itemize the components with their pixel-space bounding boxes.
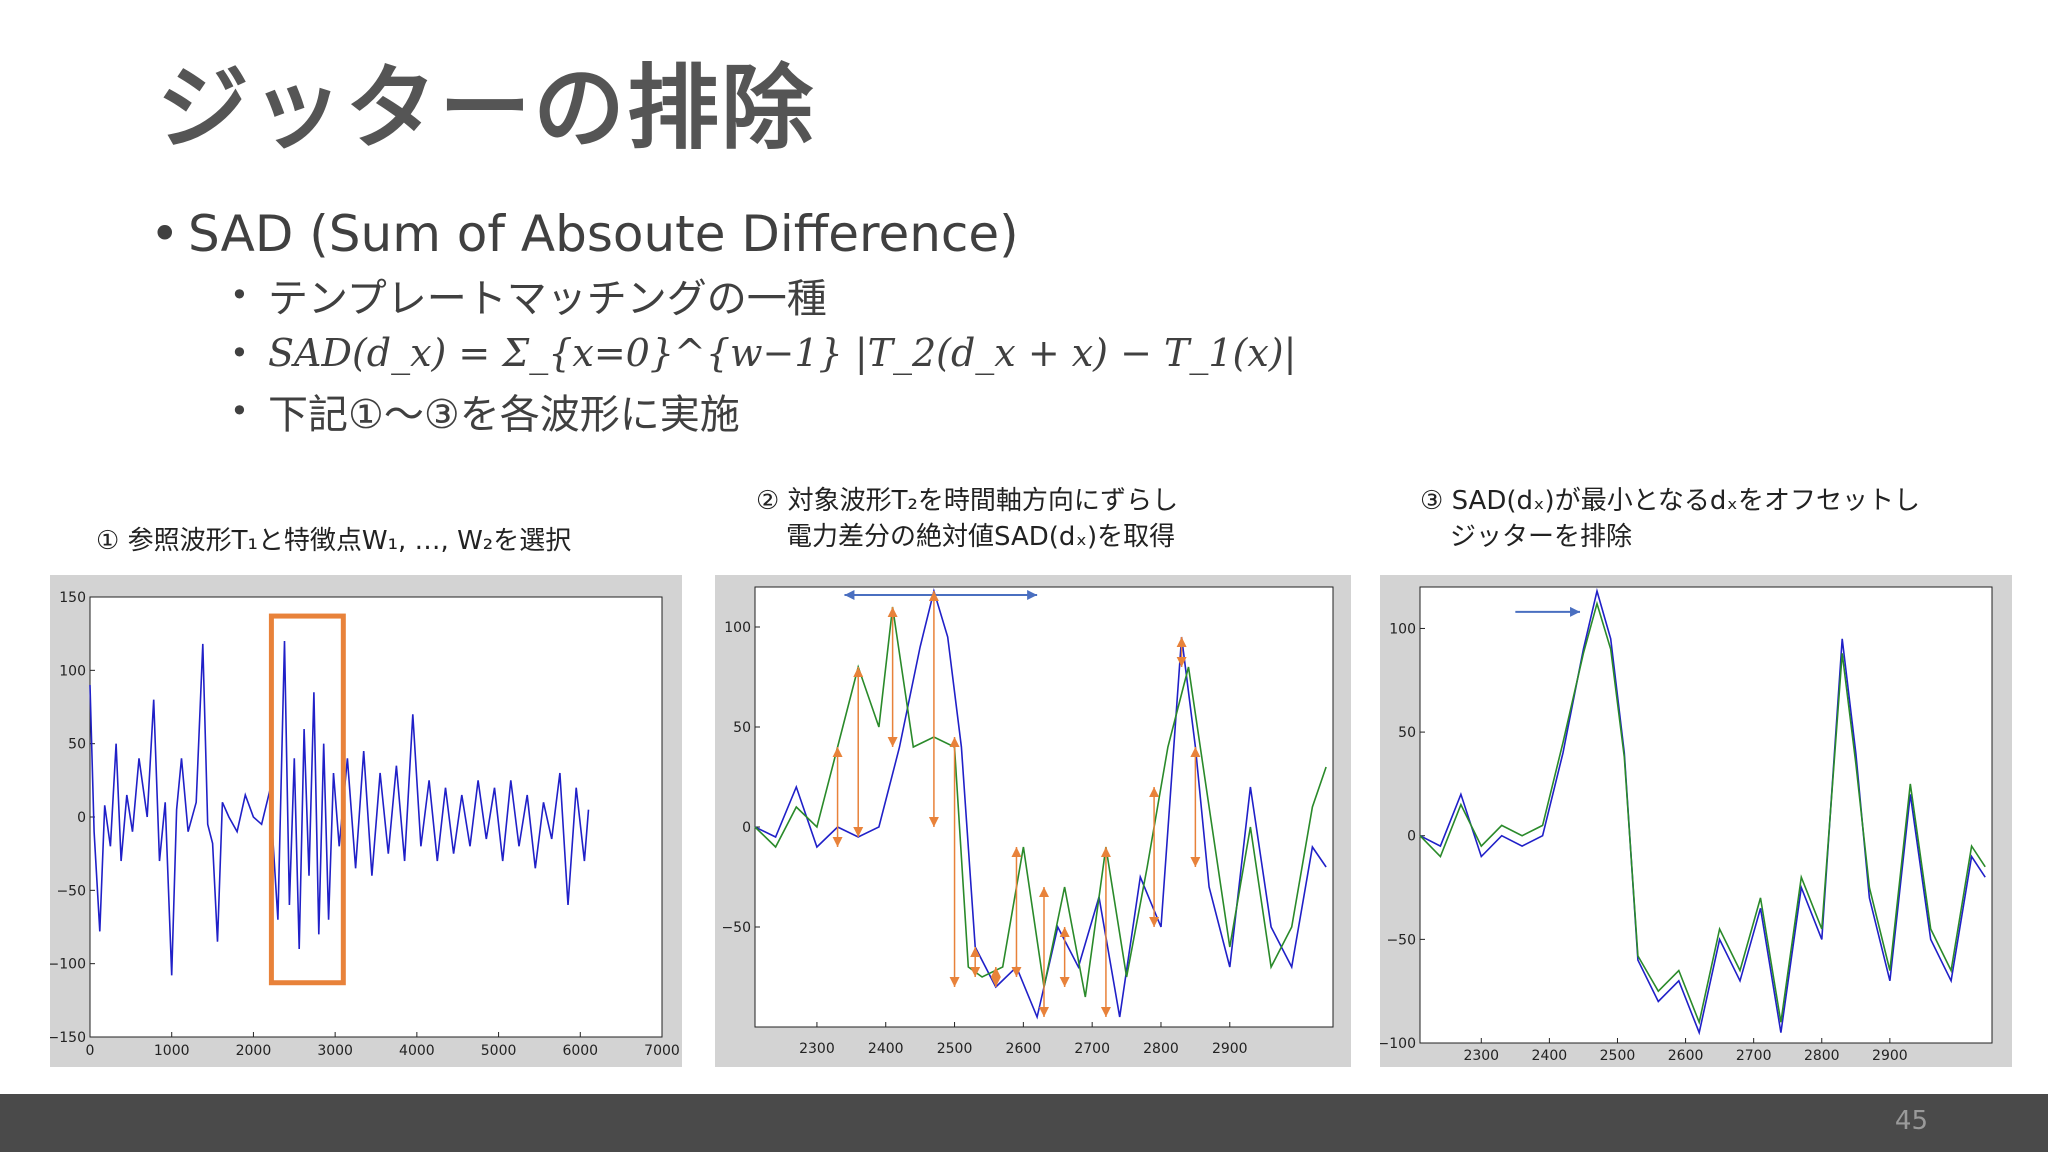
diff-arrowhead <box>832 837 843 847</box>
diff-arrowhead <box>1011 967 1022 977</box>
diff-arrowhead <box>928 817 939 827</box>
diff-arrowhead <box>853 667 864 677</box>
bullet-main-text: SAD (Sum of Absoute Difference) <box>188 205 1019 263</box>
diff-arrowhead <box>970 947 981 957</box>
sub-bullet-steps: • 下記①〜③を各波形に実施 <box>230 382 1296 440</box>
caption-step2-line2: 電力差分の絶対値SAD(dₓ)を取得 <box>786 522 1176 552</box>
y-tick-label: 50 <box>1398 725 1416 741</box>
offset-arrowhead <box>1570 606 1581 617</box>
x-tick-label: 2700 <box>1736 1048 1772 1064</box>
diff-arrowhead <box>1176 657 1187 667</box>
y-tick-label: 50 <box>733 720 751 736</box>
shift-arrowhead-right <box>1027 590 1038 600</box>
chart-panel-2: 2300 2400 2500 2600 2700 2800 2900 100 50 0 −50 <box>715 575 1351 1067</box>
x-tick-label: 3000 <box>317 1043 353 1059</box>
chart-reference-waveform: 0 1000 2000 3000 4000 5000 6000 7000 150 100 50 0 −5… <box>50 590 680 1059</box>
x-tick-label: 2800 <box>1804 1048 1840 1064</box>
x-tick-label: 2400 <box>1532 1048 1568 1064</box>
sub-bullet-formula: • SAD(d_x) = Σ_{x=0}^{w−1} |T_2(d_x + x)… <box>230 331 1297 375</box>
sad-formula: SAD(d_x) = Σ_{x=0}^{w−1} |T_2(d_x + x) −… <box>268 331 1297 375</box>
x-tick-label: 5000 <box>481 1043 517 1059</box>
caption-step3-line1: ③ SAD(dₓ)が最小となるdₓをオフセットし <box>1420 486 1920 516</box>
x-tick-label: 2300 <box>1463 1048 1499 1064</box>
series-line-0 <box>89 640 590 976</box>
y-tick-label: −50 <box>56 883 86 899</box>
diff-arrowhead <box>1149 787 1160 797</box>
diff-arrowhead <box>1059 977 1070 987</box>
diff-arrowhead <box>1039 1007 1049 1017</box>
diff-arrowhead <box>1100 1007 1111 1017</box>
y-tick-label: −50 <box>1386 932 1416 948</box>
caption-step3-line2: ジッターを排除 <box>1450 522 1633 552</box>
y-tick-label: −100 <box>50 957 86 973</box>
shift-arrowhead-left <box>844 590 855 600</box>
diff-arrowhead <box>853 827 864 837</box>
x-tick-label: 2500 <box>1600 1048 1636 1064</box>
diff-arrowhead <box>887 737 898 747</box>
diff-arrowhead <box>928 591 939 601</box>
x-tick-label: 7000 <box>644 1043 680 1059</box>
diff-arrowhead <box>832 747 843 757</box>
x-tick-label: 2900 <box>1212 1041 1248 1057</box>
x-tick-label: 0 <box>86 1043 95 1059</box>
chart-shifted-waveform: 2300 2400 2500 2600 2700 2800 2900 100 50 0 −50 <box>721 586 1334 1057</box>
x-tick-label: 2700 <box>1074 1041 1110 1057</box>
diff-arrowhead <box>990 967 1001 977</box>
x-tick-label: 6000 <box>562 1043 598 1059</box>
y-tick-label: 100 <box>59 663 86 679</box>
series-line-1 <box>1419 600 1986 1026</box>
diff-arrowhead <box>1176 637 1187 647</box>
sub-bullet-template: • テンプレートマッチングの一種 <box>230 266 1296 324</box>
sub-bullet-text: 下記①〜③を各波形に実施 <box>268 392 740 438</box>
footer-bar: 45 <box>0 1094 2048 1152</box>
sub-bullet-text: テンプレートマッチングの一種 <box>268 276 827 322</box>
diff-arrowhead <box>1011 847 1022 857</box>
x-tick-label: 2000 <box>236 1043 272 1059</box>
bullet-main: • SAD (Sum of Absoute Difference) <box>150 205 1019 263</box>
bullet-list: • SAD (Sum of Absoute Difference) • テンプレ… <box>150 202 1296 440</box>
y-tick-label: 100 <box>1389 621 1416 637</box>
y-tick-label: 0 <box>1407 829 1416 845</box>
diff-arrowhead <box>1059 927 1070 937</box>
chart-panel-1: 0 1000 2000 3000 4000 5000 6000 7000 150 100 50 0 −5… <box>50 575 682 1067</box>
diff-arrowhead <box>990 977 1001 987</box>
y-tick-label: 100 <box>724 620 751 636</box>
x-tick-label: 2600 <box>1668 1048 1704 1064</box>
diff-arrowhead <box>1039 887 1049 897</box>
feature-window-box <box>268 613 346 986</box>
caption-step1: ① 参照波形T₁と特徴点W₁, …, W₂を選択 <box>96 526 572 556</box>
page-number: 45 <box>1894 1106 1928 1136</box>
y-tick-label: 50 <box>68 737 86 753</box>
y-tick-label: −150 <box>50 1030 86 1046</box>
chart-aligned-waveform: 2300 2400 2500 2600 2700 2800 2900 100 50 0 −50 −10… <box>1380 586 1993 1064</box>
diff-arrowhead <box>970 967 981 977</box>
series-line-0 <box>1419 587 1986 1036</box>
y-tick-label: 0 <box>77 810 86 826</box>
x-tick-label: 2400 <box>868 1041 904 1057</box>
x-tick-label: 2500 <box>937 1041 973 1057</box>
caption-step2-line1: ② 対象波形T₂を時間軸方向にずらし <box>756 486 1179 516</box>
plot-area <box>1419 586 1993 1044</box>
diff-arrowhead <box>1100 847 1111 857</box>
x-tick-label: 2800 <box>1143 1041 1179 1057</box>
diff-arrowhead <box>1190 857 1201 867</box>
x-tick-label: 1000 <box>154 1043 190 1059</box>
x-tick-label: 2900 <box>1872 1048 1908 1064</box>
diff-arrowhead <box>949 737 960 747</box>
y-tick-label: 0 <box>742 820 751 836</box>
x-tick-label: 4000 <box>399 1043 435 1059</box>
x-tick-label: 2300 <box>799 1041 835 1057</box>
diff-arrowhead <box>949 977 960 987</box>
y-tick-label: −100 <box>1380 1036 1416 1052</box>
diff-arrowhead <box>887 607 898 617</box>
x-tick-label: 2600 <box>1006 1041 1042 1057</box>
y-tick-label: 150 <box>59 590 86 606</box>
slide-title: ジッターの排除 <box>157 55 816 162</box>
chart-panel-3: 2300 2400 2500 2600 2700 2800 2900 100 50 0 −50 −10… <box>1380 575 2012 1067</box>
y-tick-label: −50 <box>721 920 751 936</box>
series-line-1 <box>754 606 1327 998</box>
diff-arrowhead <box>1149 917 1160 927</box>
diff-arrowhead <box>1190 747 1201 757</box>
